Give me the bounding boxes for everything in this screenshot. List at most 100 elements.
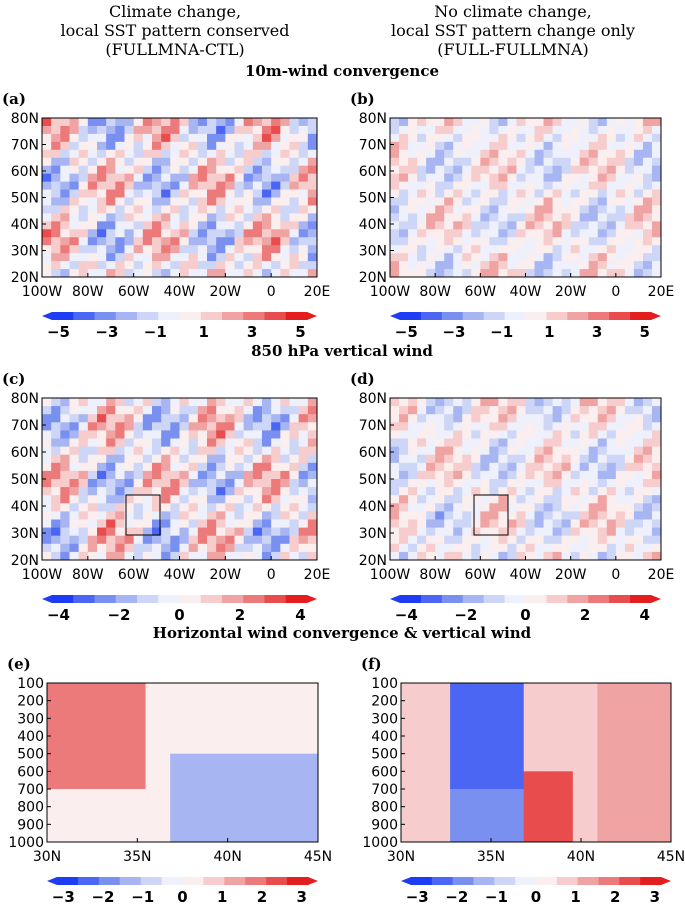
field-cell xyxy=(543,237,554,246)
field-cell xyxy=(435,213,445,222)
field-cell xyxy=(390,543,400,553)
field-cell xyxy=(293,736,319,755)
field-cell xyxy=(633,438,644,448)
field-cell xyxy=(106,118,116,127)
field-cell xyxy=(188,173,199,183)
field-cell xyxy=(78,229,89,238)
field-cell xyxy=(499,789,525,808)
colorbar-label: 5 xyxy=(295,323,305,341)
field-cell xyxy=(271,173,281,183)
field-cell xyxy=(234,181,245,191)
field-cell xyxy=(133,519,144,529)
field-cell xyxy=(262,487,272,496)
field-cell xyxy=(289,479,300,488)
field-cell xyxy=(471,422,481,431)
field-cell xyxy=(480,543,490,553)
field-cell xyxy=(106,213,116,222)
field-cell xyxy=(444,519,454,529)
field-cell xyxy=(225,503,235,512)
field-cell xyxy=(408,173,418,183)
field-cell xyxy=(624,253,635,262)
field-cell xyxy=(399,157,409,167)
field-cell xyxy=(225,157,235,167)
x-tick-label: 35N xyxy=(123,849,151,865)
field-cell xyxy=(525,527,536,537)
field-cell xyxy=(307,261,318,270)
column-title: (FULL-FULLMNA) xyxy=(437,40,589,59)
field-cell xyxy=(471,197,481,206)
field-cell xyxy=(298,535,309,545)
field-cell xyxy=(624,229,635,238)
field-cell xyxy=(453,535,463,545)
field-cell xyxy=(597,824,623,843)
field-cell xyxy=(124,495,135,504)
field-cell xyxy=(499,718,525,737)
field-cell xyxy=(234,543,245,553)
field-cell xyxy=(615,261,626,270)
field-cell xyxy=(161,511,171,520)
field-cell xyxy=(471,430,481,439)
field-cell xyxy=(399,543,409,553)
field-cell xyxy=(399,205,409,214)
field-cell xyxy=(280,511,290,520)
field-cell xyxy=(234,221,245,230)
x-tick-label: 40W xyxy=(164,284,196,300)
field-cell xyxy=(243,197,254,206)
field-cell xyxy=(570,406,581,415)
field-cell xyxy=(572,683,598,702)
field-cell xyxy=(474,824,500,843)
field-cell xyxy=(124,237,135,246)
field-cell xyxy=(435,406,445,415)
field-cell xyxy=(234,213,245,222)
field-cell xyxy=(453,479,463,488)
field-cell xyxy=(179,422,190,431)
field-cell xyxy=(570,454,581,464)
field-cell xyxy=(197,519,208,529)
field-cell xyxy=(298,503,309,512)
field-cell xyxy=(561,245,572,254)
field-cell xyxy=(435,495,445,504)
field-cell xyxy=(87,470,98,480)
colorbar-step xyxy=(525,595,547,603)
field-cell xyxy=(552,189,563,198)
field-cell xyxy=(525,430,536,439)
field-cell xyxy=(516,422,526,431)
field-cell xyxy=(69,253,80,262)
colorbar-step xyxy=(285,595,308,603)
field-cell xyxy=(435,173,445,183)
field-cell xyxy=(597,149,608,159)
field-cell xyxy=(516,446,526,456)
colorbar-label: −3 xyxy=(406,888,429,906)
field-cell xyxy=(197,479,208,488)
field-cell xyxy=(561,479,572,488)
field-cell xyxy=(642,221,653,230)
field-cell xyxy=(516,141,526,151)
field-cell xyxy=(615,414,626,423)
field-cell xyxy=(197,133,208,143)
field-cell xyxy=(453,118,463,127)
field-cell xyxy=(498,237,508,246)
field-cell xyxy=(289,133,300,143)
field-cell xyxy=(179,229,190,238)
field-cell xyxy=(390,495,400,504)
field-cell xyxy=(271,495,281,504)
field-cell xyxy=(280,535,290,545)
x-tick-label: 80W xyxy=(419,567,451,583)
field-cell xyxy=(489,511,499,520)
field-cell xyxy=(646,789,672,808)
field-cell xyxy=(170,165,180,175)
field-cell xyxy=(78,406,89,415)
field-cell xyxy=(597,753,623,772)
field-cell xyxy=(425,700,451,719)
field-cell xyxy=(133,181,144,191)
field-cell xyxy=(633,398,644,407)
field-cell xyxy=(152,438,162,448)
field-cell xyxy=(115,118,125,127)
field-cell xyxy=(69,527,80,537)
colorbar-step xyxy=(158,312,180,320)
field-cell xyxy=(252,470,263,480)
field-cell xyxy=(552,133,563,143)
field-cell xyxy=(606,430,617,439)
field-cell xyxy=(435,237,445,246)
field-cell xyxy=(444,197,454,206)
